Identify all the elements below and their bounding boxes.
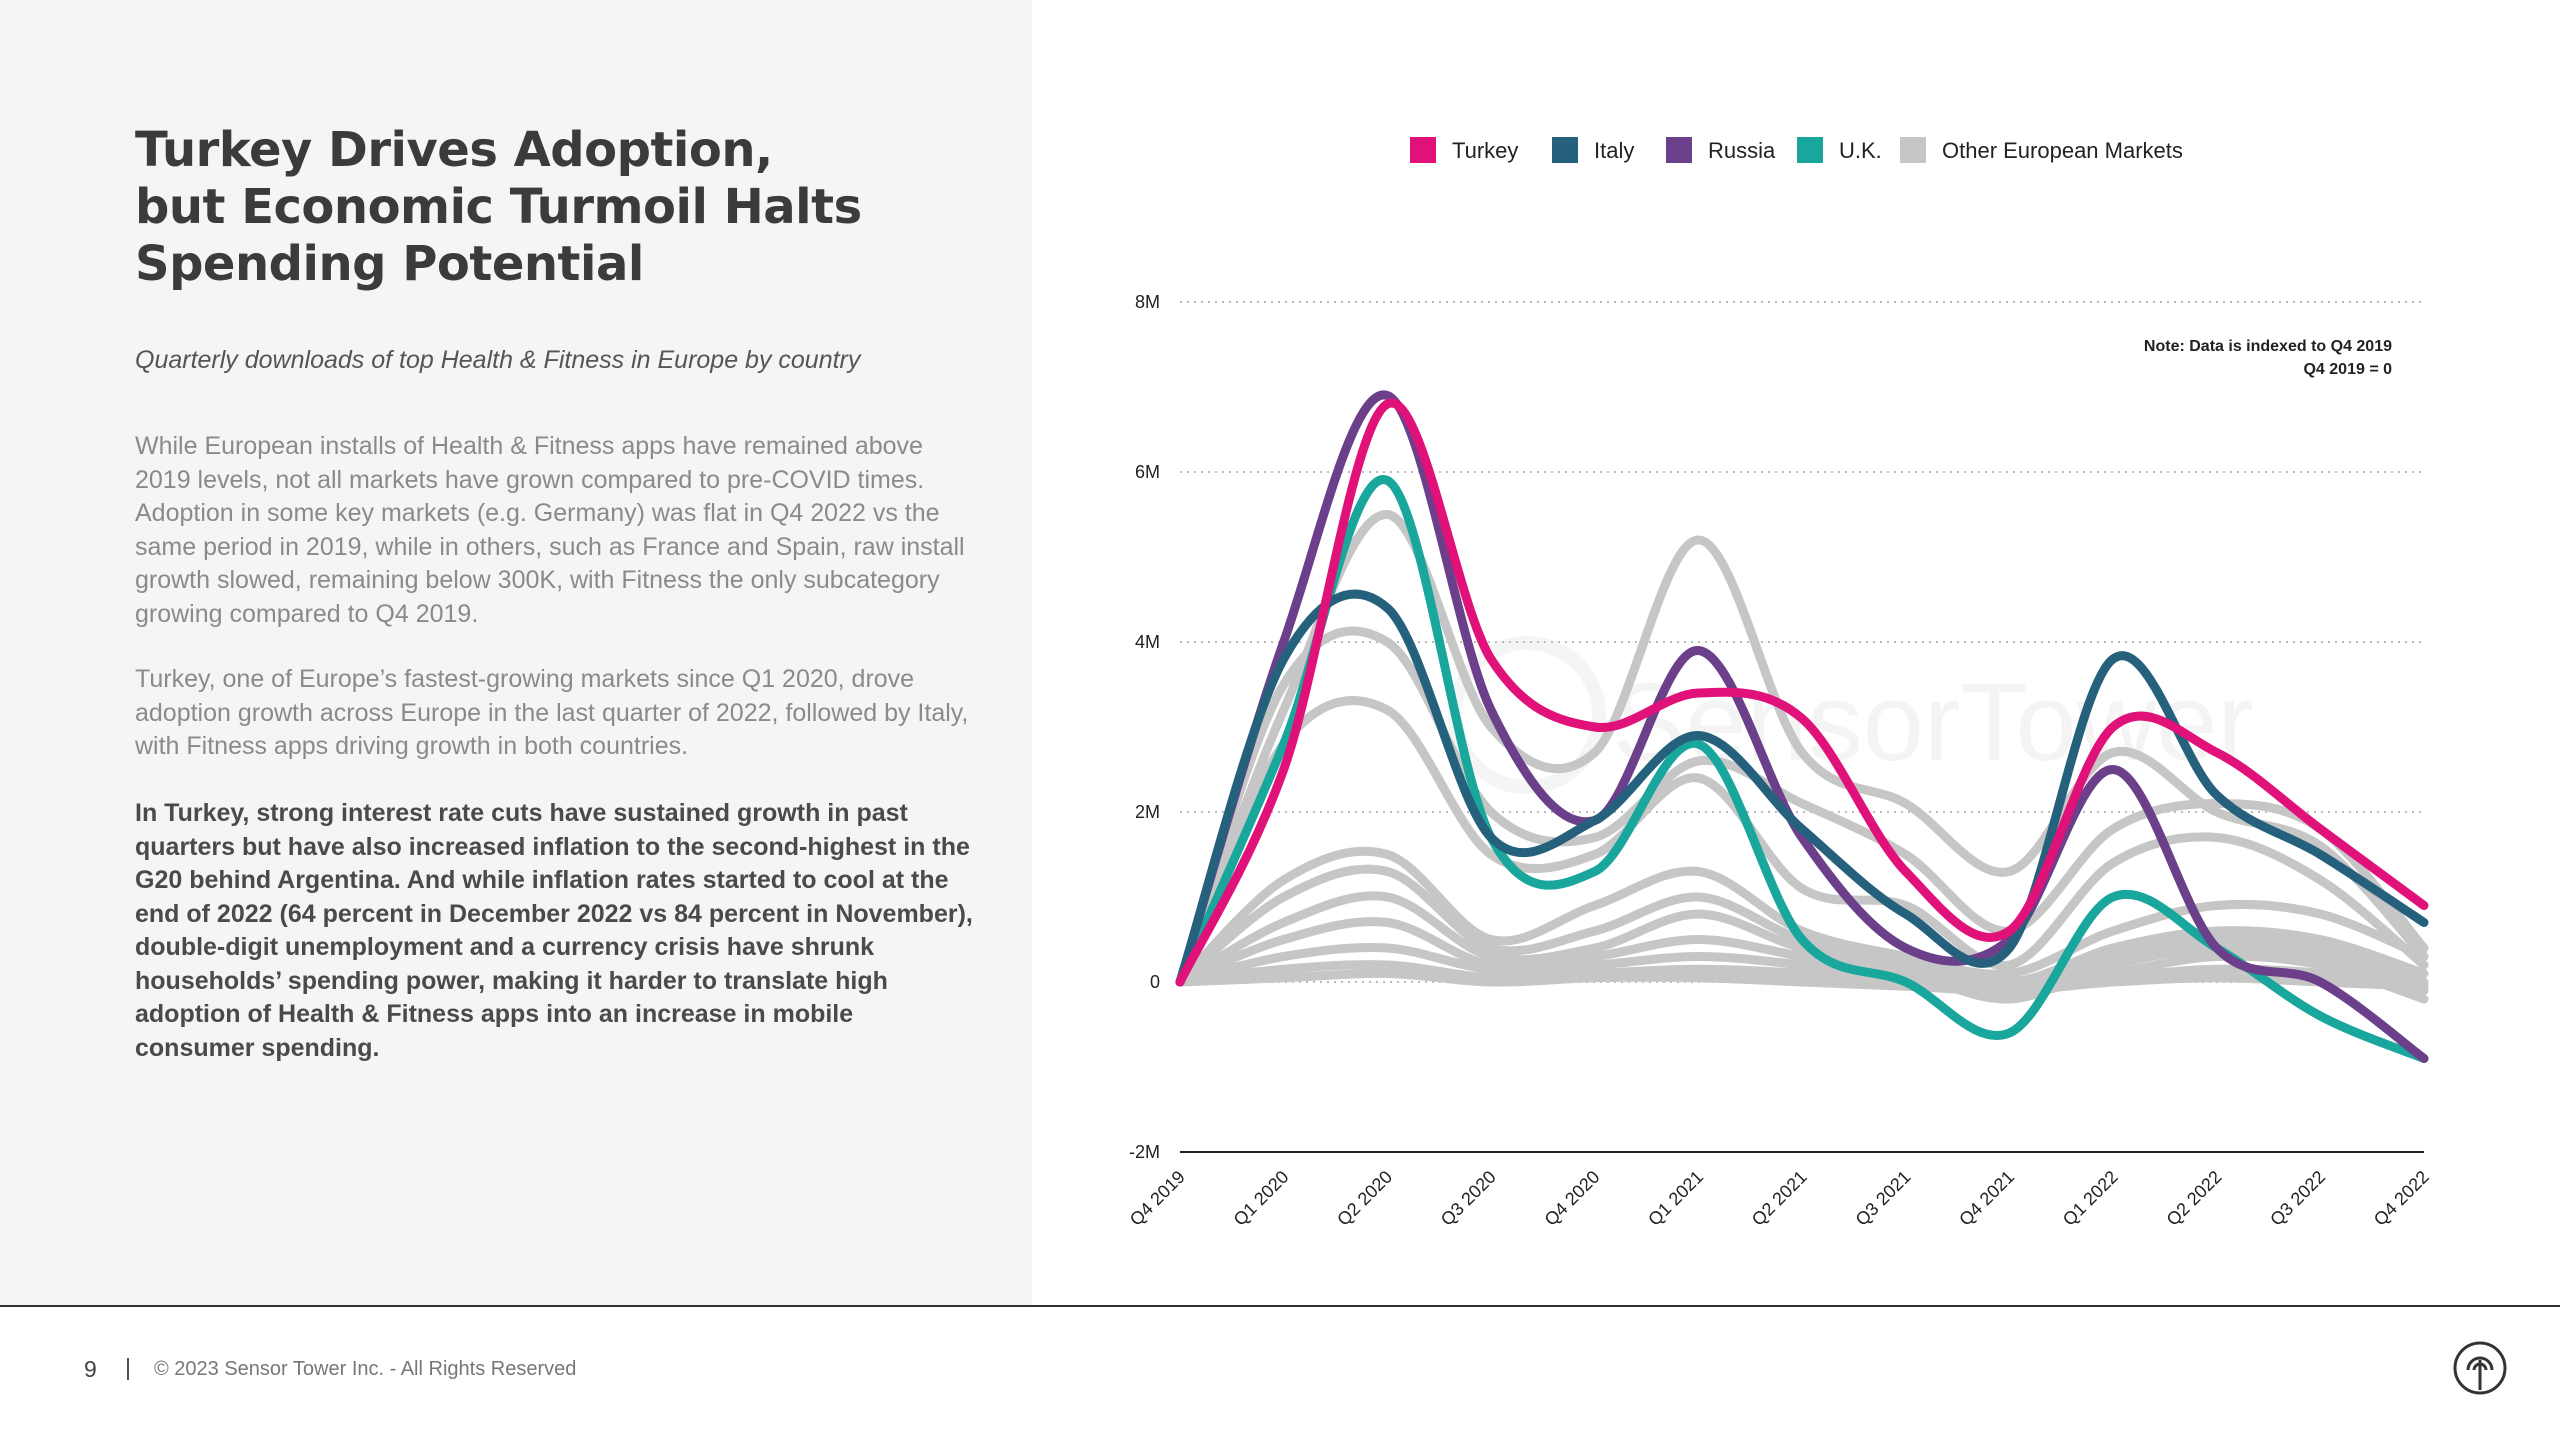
legend-item: Turkey (1410, 137, 1518, 163)
series-line-other-market (1175, 968, 2429, 996)
legend: Turkey Italy Russia U.K. Other European Mark… (1410, 137, 2183, 163)
x-tick-label: Q2 2020 (1333, 1167, 1396, 1230)
body-paragraph: Turkey, one of Europe’s fastest-growing … (135, 665, 969, 760)
series-line-italy (1175, 589, 2429, 987)
series-line-other-european-markets (1175, 510, 2429, 987)
legend-swatch (1900, 137, 1926, 163)
sensor-tower-logo-icon (2453, 1341, 2507, 1395)
body-paragraph-emphasis: In Turkey, strong interest rate cuts hav… (135, 799, 973, 1062)
legend-label: Italy (1594, 138, 1634, 163)
series-lines (1175, 390, 2429, 1063)
title-line: Turkey Drives Adoption, (135, 122, 773, 178)
footer-separator: | (125, 1354, 131, 1380)
y-tick-label: -2M (1129, 1142, 1160, 1162)
x-tick-label: Q1 2020 (1230, 1167, 1293, 1230)
legend-swatch (1410, 137, 1436, 163)
legend-swatch (1666, 137, 1692, 163)
x-tick-label: Q2 2022 (2163, 1167, 2226, 1230)
chart-note: Note: Data is indexed to Q4 2019 Q4 2019… (2144, 338, 2392, 378)
x-tick-label: Q4 2019 (1126, 1167, 1189, 1230)
legend-item: U.K. (1797, 137, 1882, 163)
x-tick-label: Q3 2022 (2266, 1167, 2329, 1230)
left-panel: Turkey Drives Adoption, but Economic Tur… (0, 0, 1032, 1305)
series-line-turkey (1175, 398, 2429, 987)
legend-label: Russia (1708, 138, 1776, 163)
y-tick-label: 0 (1150, 972, 1160, 992)
x-tick-label: Q1 2021 (1644, 1167, 1707, 1230)
body-paragraph: While European installs of Health & Fitn… (135, 432, 965, 628)
legend-label: Other European Markets (1942, 138, 2183, 163)
x-tick-label: Q1 2022 (2059, 1167, 2122, 1230)
x-tick-label: Q2 2021 (1748, 1167, 1811, 1230)
copyright: © 2023 Sensor Tower Inc. - All Rights Re… (154, 1358, 577, 1380)
x-tick-label: Q4 2021 (1955, 1167, 2018, 1230)
note-line: Q4 2019 = 0 (2303, 361, 2392, 378)
x-tick-label: Q3 2021 (1852, 1167, 1915, 1230)
note-line: Note: Data is indexed to Q4 2019 (2144, 338, 2392, 355)
title-line: but Economic Turmoil Halts (135, 179, 862, 235)
x-tick-label: Q4 2020 (1541, 1167, 1604, 1230)
page-number: 9 (84, 1356, 97, 1382)
legend-item: Italy (1552, 137, 1634, 163)
chart-subtitle: Quarterly downloads of top Health & Fitn… (135, 346, 861, 374)
y-tick-label: 6M (1135, 462, 1160, 482)
title-line: Spending Potential (135, 236, 644, 292)
series-line-u-k (1175, 475, 2429, 1063)
y-tick-label: 8M (1135, 292, 1160, 312)
x-tick-label: Q4 2022 (2370, 1167, 2433, 1230)
series-line-other-market (1175, 943, 2429, 1004)
legend-label: Turkey (1452, 138, 1518, 163)
y-tick-label: 4M (1135, 632, 1160, 652)
page-title: Turkey Drives Adoption, but Economic Tur… (135, 122, 955, 293)
legend-item: Other European Markets (1900, 137, 2183, 163)
legend-label: U.K. (1839, 138, 1882, 163)
y-tick-label: 2M (1135, 802, 1160, 822)
x-tick-label: Q3 2020 (1437, 1167, 1500, 1230)
series-line-russia (1175, 390, 2429, 1063)
legend-item: Russia (1666, 137, 1776, 163)
series-line-other-market (1175, 960, 2429, 996)
footer-divider (0, 1305, 2560, 1307)
series-line-other-market (1175, 696, 2429, 987)
series-line-other-market (1175, 891, 2429, 996)
legend-swatch (1552, 137, 1578, 163)
legend-swatch (1797, 137, 1823, 163)
